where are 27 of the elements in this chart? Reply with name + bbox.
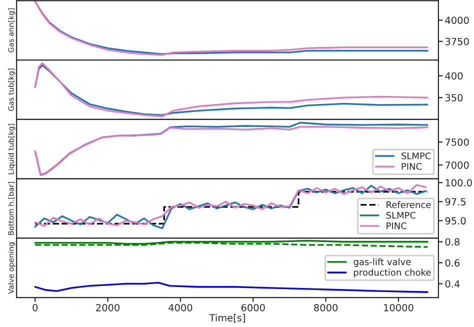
legend-label: Reference (386, 201, 431, 208)
y-tick-label: 400 (445, 72, 463, 80)
legend-label: PINC (386, 222, 406, 230)
legend-label: gas-lift valve (354, 258, 411, 267)
legend-label: SLMPC (386, 212, 416, 219)
x-tick-label: 4000 (168, 304, 192, 312)
y-tick-label: 3750 (445, 38, 469, 46)
y-tick-label: 350 (445, 94, 463, 102)
y-tick-label: 4000 (445, 16, 469, 24)
x-tick-label: 10000 (384, 304, 414, 312)
x-tick-label: 6000 (241, 304, 265, 312)
y-tick-label: 97.5 (445, 198, 466, 206)
y-tick-label: 7500 (445, 138, 469, 146)
legend-label: SLMPC (402, 152, 431, 160)
legend-label: PINC (402, 163, 422, 170)
x-axis-title: Time[s] (209, 314, 245, 323)
x-tick-label: 2000 (96, 304, 120, 312)
line-series (34, 282, 428, 293)
y-tick-label: 95.0 (445, 217, 466, 225)
legend-label: production choke (354, 268, 431, 278)
y-tick-label: 100.0 (446, 179, 472, 186)
y-tick-label: 0.4 (445, 280, 460, 288)
x-tick-label: 8000 (314, 304, 338, 312)
y-tick-label: 7000 (445, 161, 469, 169)
y-tick-label: 0.8 (445, 238, 460, 246)
y-tick-label: 0.6 (445, 259, 460, 267)
x-tick-label: 0 (32, 304, 38, 312)
